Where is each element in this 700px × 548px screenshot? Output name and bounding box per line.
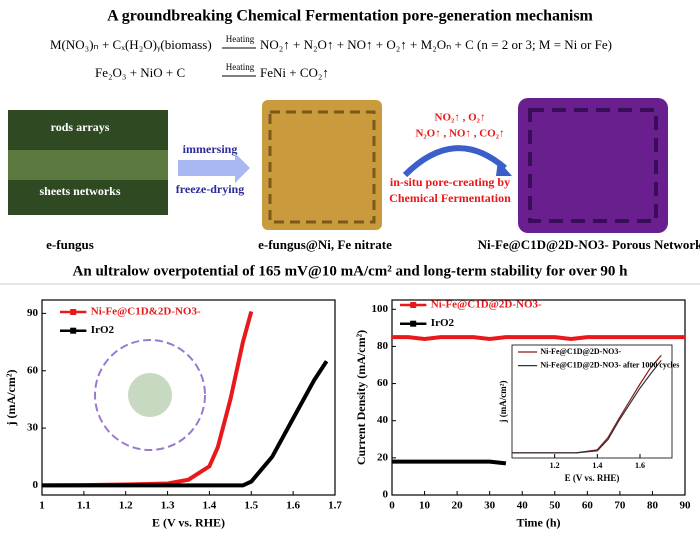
sem-photo-band [8,150,168,180]
series-line [42,360,329,488]
series-line [392,335,685,342]
gas-label: NO₂↑ , O₂↑ [435,112,486,124]
equation-right: NO₂↑ + N₂O↑ + NO↑ + O₂↑ + M₂Oₙ + C (n = … [260,37,612,52]
x-tick-label: 1.5 [244,500,258,512]
x-tick-label: 70 [614,500,626,512]
y-tick-label: 100 [372,303,389,315]
x-tick-label: 1.4 [203,500,217,512]
equation-left: M(NO₃)ₙ + Cₓ(H₂O)ᵧ(biomass) [50,37,212,53]
legend-label: Ni-Fe@C1D@2D-NO3- [431,299,542,311]
x-tick-label: 60 [582,500,594,512]
legend-label: Ni-Fe@C1D@2D-NO3- after 1000 cycles [540,360,679,369]
x-tick-label: 20 [452,500,464,512]
x-tick-label: 30 [484,500,496,512]
caption: e-fungus [46,237,94,252]
step-arrow [178,153,250,183]
legend-marker [410,320,417,327]
y-tick-label: 20 [377,451,389,463]
x-tick-label: 50 [549,500,561,512]
y-tick-label: 0 [383,489,389,501]
fungus-pattern [268,110,376,224]
legend-label: IrO2 [431,317,455,329]
x-tick-label: 1.1 [77,500,91,512]
equation-condition: Heating [226,62,255,72]
x-tick-label: 1 [39,500,45,512]
x-tick-label: 1.6 [286,500,300,512]
plot-frame [41,299,336,496]
x-tick-label: 1.7 [328,500,342,512]
legend-label: Ni-Fe@C1D&2D-NO3- [91,306,201,318]
y-tick-label: 80 [377,340,389,352]
subtitle: An ultralow overpotential of 165 mV@10 m… [73,263,629,279]
x-tick-label: 0 [389,500,395,512]
y-axis-label: j (mA/cm²) [498,381,508,424]
step-label: immersing [183,142,238,156]
photo-label: sheets networks [40,184,121,198]
y-tick-label: 60 [27,364,39,376]
legend-marker [70,327,77,334]
x-tick-label: 10 [419,500,431,512]
y-tick-label: 0 [33,479,39,491]
equation-condition: Heating [226,34,255,44]
y-tick-label: 60 [377,377,389,389]
x-tick-label: 1.3 [161,500,175,512]
x-tick-label: 1.4 [592,461,602,470]
series-line [392,459,507,466]
step-label: in-situ pore-creating by [390,175,510,189]
legend-label: IrO2 [91,324,115,336]
y-tick-label: 90 [27,307,39,319]
y-axis-label: Current Density (mA/cm²) [354,330,368,465]
series-line [512,360,662,454]
equation-left: Fe₂O₃ + NiO + C [95,65,185,80]
x-axis-label: E (V vs. RHE) [152,515,225,529]
y-tick-label: 40 [377,414,389,426]
plot-frame [511,344,673,459]
y-axis-label: j (mA/cm²) [4,370,18,427]
porous-network [518,98,668,233]
step-label: freeze-drying [176,182,244,196]
legend-marker [410,302,417,308]
x-axis-label: Time (h) [516,515,560,529]
legend-label: Ni-Fe@C1D@2D-NO3- [540,347,621,356]
title: A groundbreaking Chemical Fermentation p… [107,8,593,25]
x-tick-label: 80 [647,500,659,512]
gas-label: N₂O↑ , NO↑ , CO₂↑ [415,128,504,140]
x-axis-label: E (V vs. RHE) [565,473,620,483]
photo-label: rods arrays [51,120,110,134]
x-tick-label: 90 [680,500,692,512]
caption: Ni-Fe@C1D@2D-NO3- Porous Network [478,237,700,252]
step-label: Chemical Fermentation [389,191,511,205]
process-arrowhead [496,160,512,176]
x-tick-label: 40 [517,500,529,512]
x-tick-label: 1.2 [119,500,133,512]
caption: e-fungus@Ni, Fe nitrate [258,237,392,252]
process-arrow [402,145,507,178]
legend-marker [70,309,77,315]
x-tick-label: 1.6 [635,461,645,470]
porous-pattern [528,108,658,223]
y-tick-label: 30 [27,422,39,434]
mechanism-inset [94,339,206,451]
fungus-structure [262,100,382,230]
x-tick-label: 1.2 [550,461,560,470]
equation-right: FeNi + CO₂↑ [260,65,329,80]
